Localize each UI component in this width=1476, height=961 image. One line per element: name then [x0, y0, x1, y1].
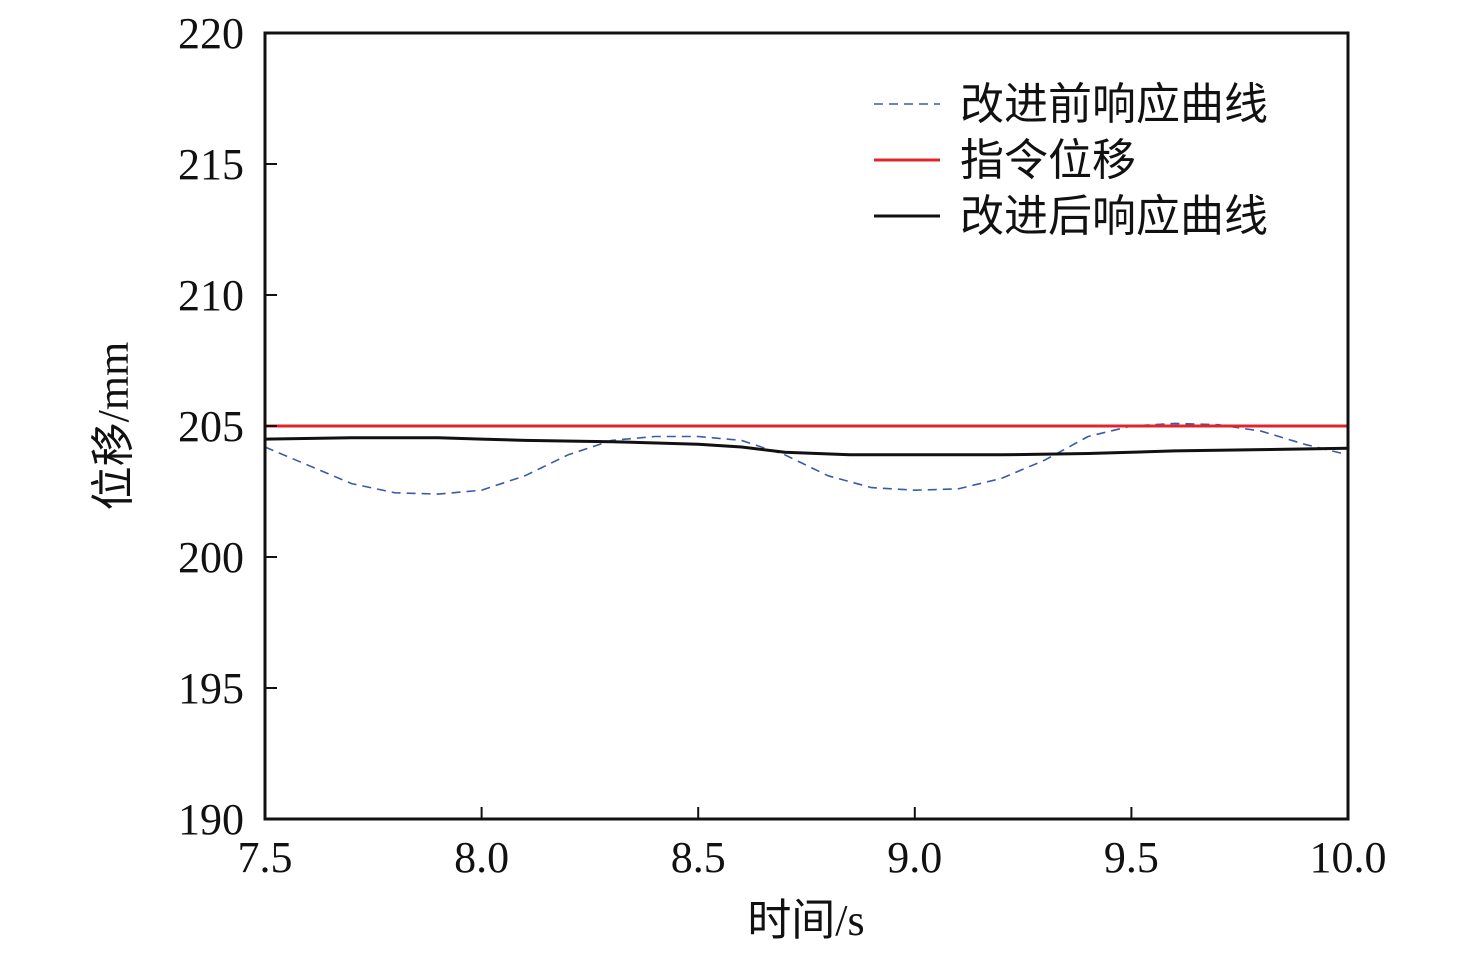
x-tick-label: 8.5: [671, 833, 726, 882]
y-tick-label: 190: [178, 795, 244, 844]
legend-label-before-improvement: 改进前响应曲线: [960, 80, 1268, 129]
x-tick-label: 10.0: [1310, 833, 1387, 882]
legend-label-after-improvement: 改进后响应曲线: [960, 192, 1268, 241]
x-tick-label: 7.5: [238, 833, 293, 882]
y-tick-label: 200: [178, 533, 244, 582]
y-axis-ticks: 190 195 200 205 210 215 220: [178, 9, 277, 844]
y-tick-label: 195: [178, 664, 244, 713]
y-tick-label: 220: [178, 9, 244, 58]
x-axis-ticks: 7.5 8.0 8.5 9.0 9.5 10.0: [238, 807, 1387, 882]
y-tick-label: 205: [178, 402, 244, 451]
plot-lines: [264, 422, 1349, 495]
y-axis-title: 位移/mm: [89, 342, 138, 511]
x-axis-title: 时间/s: [747, 896, 864, 945]
x-tick-label: 9.5: [1104, 833, 1159, 882]
y-tick-label: 215: [178, 140, 244, 189]
legend-label-command-displacement: 指令位移: [960, 136, 1136, 185]
x-tick-label: 8.0: [454, 833, 509, 882]
y-tick-label: 210: [178, 271, 244, 320]
series-line-after-improvement: [264, 436, 1349, 457]
x-tick-label: 9.0: [887, 833, 942, 882]
series-line-before-improvement: [264, 422, 1349, 495]
